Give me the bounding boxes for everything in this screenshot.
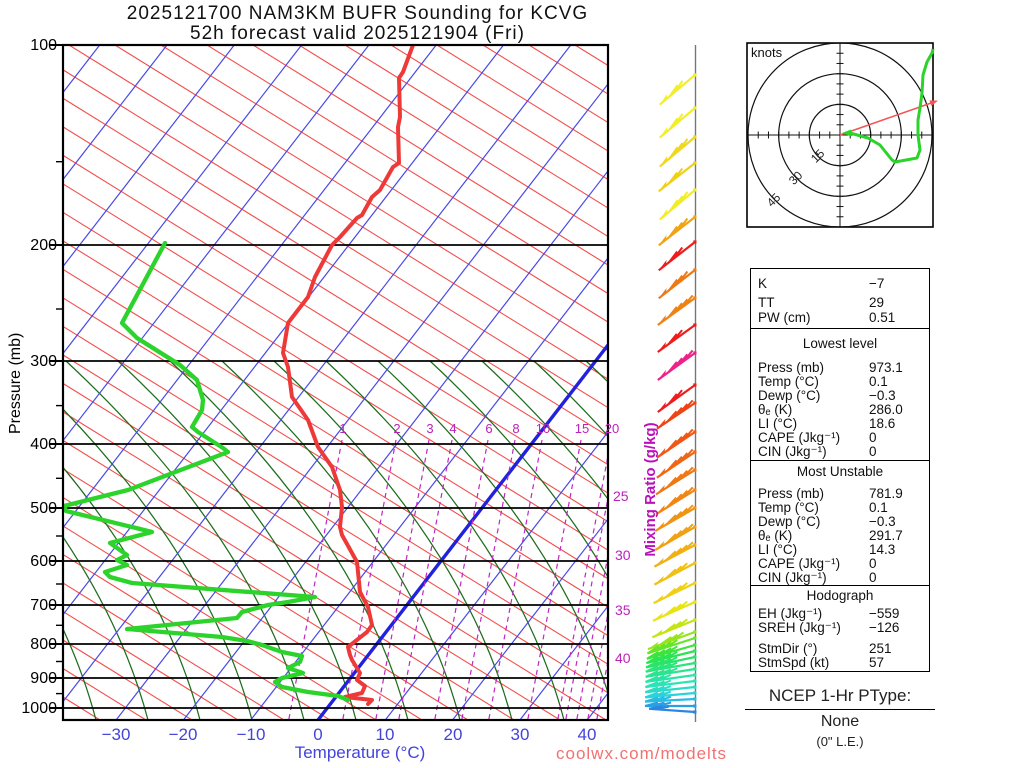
pressure-tick: 800 bbox=[30, 636, 57, 653]
stat-row: EH (Jkg⁻¹) −559 bbox=[758, 606, 900, 621]
section-divider bbox=[751, 328, 929, 329]
pressure-tick: 400 bbox=[30, 436, 57, 453]
temp-tick: −30 bbox=[101, 725, 131, 744]
stat-row: Temp (°C) 0.1 bbox=[758, 500, 888, 515]
temp-tick: 0 bbox=[313, 725, 323, 744]
mixing-ratio-label: 20 bbox=[604, 421, 620, 436]
hodograph-trace bbox=[849, 48, 935, 164]
page-subtitle: 52h forecast valid 2025121904 (Fri) bbox=[190, 23, 525, 44]
pressure-tick: 300 bbox=[30, 353, 57, 370]
pressure-tick: 500 bbox=[30, 500, 57, 517]
hodograph bbox=[746, 42, 938, 228]
section-title: Hodograph bbox=[806, 588, 874, 603]
stat-row: LI (°C) 14.3 bbox=[758, 542, 896, 557]
sounding-stats-panel: K −7 TT 29 PW (cm) 0.51 Lowest level Press … bbox=[750, 268, 930, 672]
stat-row: Dewp (°C) −0.3 bbox=[758, 388, 896, 403]
stat-row: SREH (Jkg⁻¹) −126 bbox=[758, 620, 900, 635]
section-title: Most Unstable bbox=[796, 464, 884, 479]
ptype-extra: (0" L.E.) bbox=[816, 734, 864, 749]
mixing-ratio-label: 1 bbox=[339, 421, 347, 436]
section-divider bbox=[751, 585, 929, 586]
stat-row: CAPE (Jkg⁻¹) 0 bbox=[758, 556, 877, 571]
temp-tick: 30 bbox=[510, 725, 530, 744]
mixing-ratio-label: 35 bbox=[615, 602, 631, 618]
stat-row: CIN (Jkg⁻¹) 0 bbox=[758, 444, 877, 459]
ptype-heading: NCEP 1-Hr PType: bbox=[745, 686, 935, 710]
stat-row: K −7 bbox=[758, 276, 885, 291]
pressure-tick: 900 bbox=[30, 670, 57, 687]
dewpoint-trace bbox=[63, 240, 351, 703]
mixing-ratio-label: 25 bbox=[613, 488, 629, 504]
hodograph-units-label: knots bbox=[751, 45, 783, 60]
mixing-ratio-label: 15 bbox=[574, 421, 590, 436]
stat-row: Press (mb) 781.9 bbox=[758, 486, 903, 501]
mixing-ratio-label: 30 bbox=[615, 547, 631, 563]
mixing-ratio-label: 40 bbox=[615, 650, 631, 666]
mixing-ratio-label: 8 bbox=[512, 421, 520, 436]
pressure-tick: 100 bbox=[30, 37, 57, 54]
stat-row: TT 29 bbox=[758, 295, 885, 310]
pressure-tick: 1000 bbox=[21, 700, 57, 717]
mixing-ratio-label: 3 bbox=[426, 421, 434, 436]
stat-row: CAPE (Jkg⁻¹) 0 bbox=[758, 430, 877, 445]
temperature-trace bbox=[281, 45, 415, 706]
section-divider bbox=[751, 460, 929, 461]
mixing-ratio-label: 2 bbox=[393, 421, 401, 436]
mixing-ratio-label: 10 bbox=[535, 421, 551, 436]
stat-row: θₑ (K) 291.7 bbox=[758, 528, 903, 543]
watermark: coolwx.com/modelts bbox=[556, 744, 728, 763]
temp-tick: −10 bbox=[236, 725, 266, 744]
stat-row: CIN (Jkg⁻¹) 0 bbox=[758, 570, 877, 585]
ptype-block: NCEP 1-Hr PType: None (0" L.E.) bbox=[745, 686, 935, 749]
mixing-ratio-label: 6 bbox=[485, 421, 493, 436]
stat-row: PW (cm) 0.51 bbox=[758, 310, 896, 325]
pressure-tick: 200 bbox=[30, 237, 57, 254]
stat-row: θₑ (K) 286.0 bbox=[758, 402, 903, 417]
plot-border bbox=[61, 43, 610, 722]
pressure-axis-ticks bbox=[50, 44, 63, 709]
temp-tick: 40 bbox=[577, 725, 597, 744]
stat-row: LI (°C) 18.6 bbox=[758, 416, 896, 431]
page-title: 2025121700 NAM3KM BUFR Sounding for KCVG bbox=[126, 3, 589, 24]
mixing-ratio-label: 4 bbox=[449, 421, 457, 436]
stat-row: StmSpd (kt) 57 bbox=[758, 655, 885, 670]
temp-tick: −20 bbox=[168, 725, 198, 744]
stat-row: Temp (°C) 0.1 bbox=[758, 374, 888, 389]
temp-axis-title: Temperature (°C) bbox=[294, 743, 426, 762]
ptype-value: None bbox=[820, 713, 860, 730]
pressure-axis-title: Pressure (mb) bbox=[7, 332, 24, 434]
stat-row: StmDir (°) 251 bbox=[758, 641, 892, 656]
stat-row: Press (mb) 973.1 bbox=[758, 360, 903, 375]
wind-barb-column bbox=[644, 45, 697, 722]
section-title: Lowest level bbox=[802, 336, 878, 351]
pressure-tick: 600 bbox=[30, 553, 57, 570]
pressure-tick: 700 bbox=[30, 597, 57, 614]
sounding-traces bbox=[63, 45, 415, 706]
stat-row: Dewp (°C) −0.3 bbox=[758, 514, 896, 529]
mixing-ratio-axis-title: Mixing Ratio (g/kg) bbox=[642, 422, 659, 557]
temp-tick: 20 bbox=[443, 725, 463, 744]
temp-tick: 10 bbox=[375, 725, 395, 744]
